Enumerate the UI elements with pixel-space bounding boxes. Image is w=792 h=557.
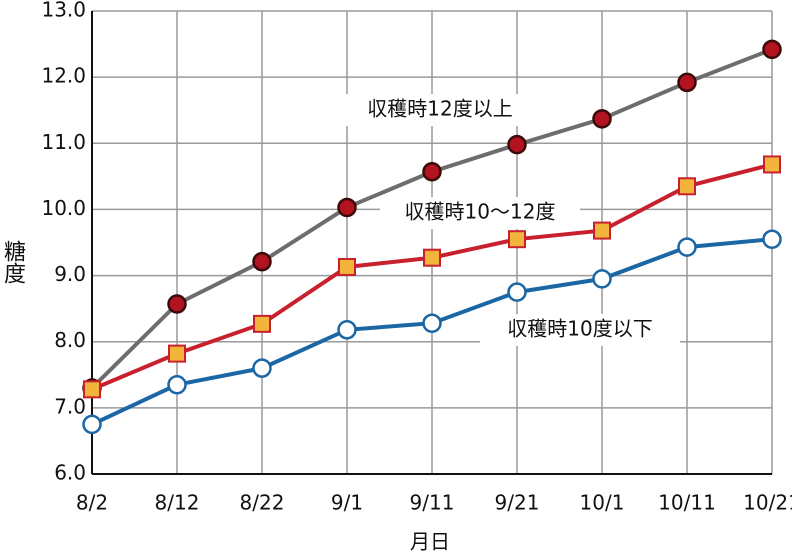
marker (253, 314, 271, 333)
marker (252, 358, 272, 378)
y-tick-label: 10.0 (41, 196, 86, 220)
marker (762, 39, 782, 60)
y-tick-label: 8.0 (54, 328, 86, 352)
marker (252, 251, 272, 272)
marker (337, 320, 357, 340)
marker (677, 237, 697, 257)
x-tick-label: 10/1 (580, 491, 625, 515)
marker (592, 269, 612, 289)
x-tick-label: 9/11 (410, 491, 455, 515)
marker (507, 282, 527, 302)
marker (677, 72, 697, 93)
marker (423, 248, 441, 267)
y-tick-label: 12.0 (41, 64, 86, 88)
marker (762, 229, 782, 249)
marker (508, 230, 526, 249)
marker (422, 161, 442, 182)
marker (83, 380, 101, 399)
label-bg (340, 94, 540, 126)
y-tick-label: 11.0 (41, 130, 86, 154)
x-tick-label: 8/22 (240, 491, 285, 515)
x-tick-label: 8/12 (155, 491, 200, 515)
marker (337, 197, 357, 218)
series-label: 収穫時10～12度 (405, 200, 556, 224)
marker (763, 155, 781, 174)
series-label: 収穫時12度以上 (367, 97, 512, 121)
marker (338, 257, 356, 276)
x-tick-label: 9/21 (495, 491, 540, 515)
x-tick-label: 10/11 (658, 491, 716, 515)
marker (82, 414, 102, 435)
x-axis-label: 月日 (410, 530, 450, 554)
marker (167, 374, 187, 395)
y-tick-label: 7.0 (54, 394, 86, 418)
marker (167, 294, 187, 314)
marker (593, 221, 611, 240)
x-tick-label: 8/2 (76, 491, 108, 515)
marker (592, 109, 612, 129)
x-tick-label: 9/1 (331, 491, 363, 515)
label-bg (480, 314, 680, 346)
marker (168, 344, 186, 363)
y-tick-label: 6.0 (54, 461, 86, 485)
marker (422, 313, 442, 333)
y-axis-label: 糖度 (0, 240, 26, 284)
y-tick-label: 9.0 (54, 262, 86, 286)
x-tick-label: 10/21 (743, 491, 792, 515)
marker (507, 134, 527, 155)
marker (678, 177, 696, 196)
series-label: 収穫時10度以下 (507, 317, 652, 341)
y-tick-label: 13.0 (41, 0, 86, 22)
label-bg (380, 197, 580, 229)
